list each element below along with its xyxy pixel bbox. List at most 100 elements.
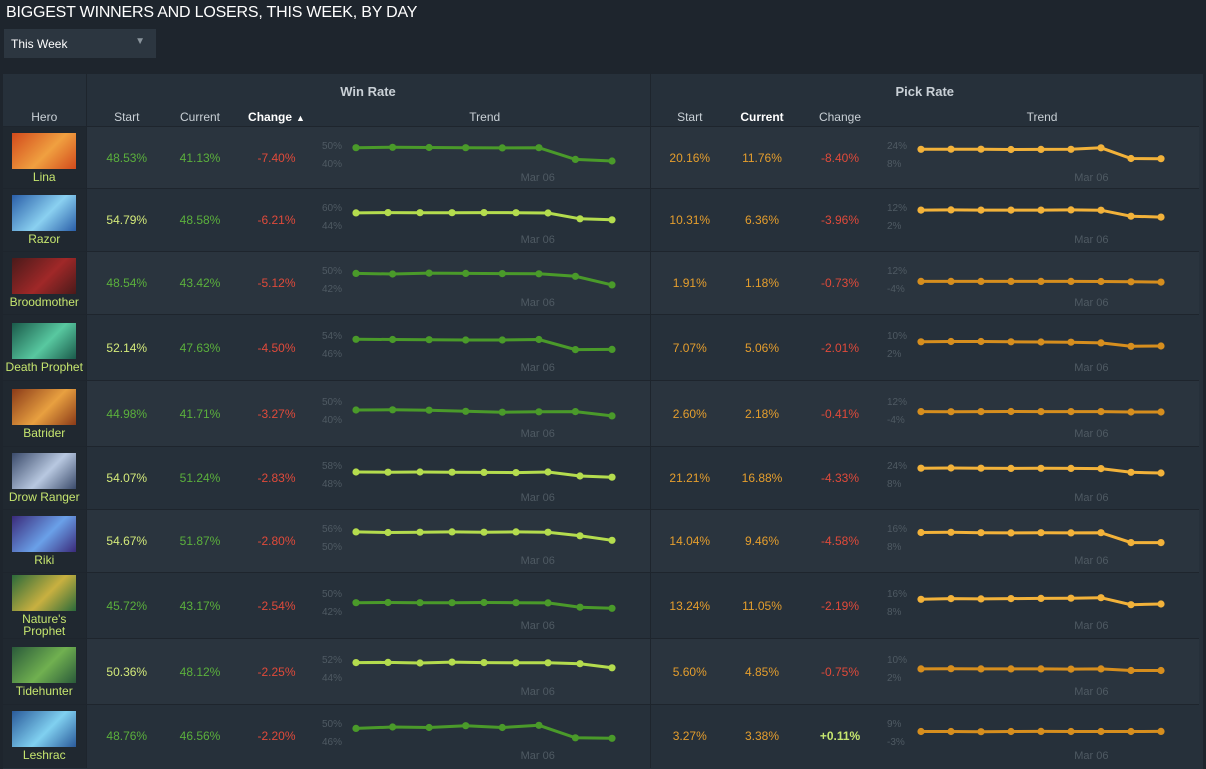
hero-link[interactable]: Razor bbox=[3, 195, 86, 245]
wr-trend-point[interactable] bbox=[480, 528, 488, 536]
hero-portrait[interactable] bbox=[12, 132, 77, 169]
hero-name[interactable]: Death Prophet bbox=[5, 359, 83, 374]
pr-trend-point[interactable] bbox=[1097, 593, 1105, 601]
col-header-hero[interactable]: Hero bbox=[3, 108, 87, 127]
hero-portrait[interactable] bbox=[12, 574, 77, 611]
hero-name[interactable]: Lina bbox=[32, 169, 56, 184]
pr-trend-point[interactable] bbox=[947, 337, 955, 345]
pr-trend-point[interactable] bbox=[1157, 599, 1165, 608]
pr-trend-point[interactable] bbox=[1067, 529, 1075, 537]
pr-trend-point[interactable] bbox=[1097, 206, 1105, 214]
hero-link[interactable]: Tidehunter bbox=[3, 646, 86, 697]
pr-trend-point[interactable] bbox=[977, 464, 985, 472]
table-row[interactable]: Tidehunter 50.36% 48.12% -2.25% 52% 44% Mar 06… bbox=[3, 638, 1200, 705]
wr-trend-point[interactable] bbox=[512, 658, 520, 666]
col-header-wr-start[interactable]: Start bbox=[114, 110, 140, 124]
wr-trend-point[interactable] bbox=[352, 143, 360, 151]
pr-trend-point[interactable] bbox=[947, 528, 955, 536]
pr-trend-point[interactable] bbox=[1037, 594, 1045, 602]
pr-trend-point[interactable] bbox=[947, 728, 955, 736]
pr-trend-point[interactable] bbox=[977, 145, 985, 153]
pr-trend-point[interactable] bbox=[1067, 464, 1075, 472]
wr-trend-point[interactable] bbox=[544, 658, 552, 666]
table-row[interactable]: Batrider 44.98% 41.71% -3.27% 50% 40% Mar 06 2.… bbox=[3, 380, 1200, 447]
pr-trend-point[interactable] bbox=[1127, 212, 1135, 220]
wr-trend-point[interactable] bbox=[498, 270, 506, 278]
hero-name[interactable]: Nature's Prophet bbox=[22, 611, 67, 638]
pr-trend-point[interactable] bbox=[1157, 666, 1165, 674]
pr-trend-point[interactable] bbox=[917, 728, 925, 736]
wr-trend-point[interactable] bbox=[384, 468, 392, 476]
wr-trend-point[interactable] bbox=[462, 722, 470, 730]
col-header-pr-change[interactable]: Change bbox=[818, 110, 862, 124]
pr-trend-point[interactable] bbox=[947, 464, 955, 472]
hero-portrait[interactable] bbox=[12, 322, 77, 359]
wr-trend-point[interactable] bbox=[535, 143, 543, 151]
wr-trend-point[interactable] bbox=[544, 209, 552, 217]
pr-trend-point[interactable] bbox=[1037, 337, 1045, 346]
wr-trend-point[interactable] bbox=[352, 209, 360, 217]
pr-trend-point[interactable] bbox=[1037, 464, 1045, 472]
wr-trend-point[interactable] bbox=[416, 209, 424, 217]
pr-trend-point[interactable] bbox=[1127, 154, 1135, 162]
pr-trend-point[interactable] bbox=[1007, 407, 1015, 415]
pr-trend-point[interactable] bbox=[917, 664, 925, 672]
pr-trend-point[interactable] bbox=[977, 728, 985, 736]
pr-trend-point[interactable] bbox=[947, 407, 955, 415]
pr-trend-point[interactable] bbox=[1007, 464, 1015, 472]
wr-trend-point[interactable] bbox=[448, 598, 456, 606]
hero-name[interactable]: Razor bbox=[28, 232, 61, 246]
pr-trend-point[interactable] bbox=[1037, 529, 1045, 537]
pr-trend-point[interactable] bbox=[947, 594, 955, 602]
pr-trend-point[interactable] bbox=[917, 277, 925, 285]
wr-trend-point[interactable] bbox=[416, 598, 424, 606]
wr-trend-point[interactable] bbox=[384, 658, 392, 666]
wr-trend-point[interactable] bbox=[352, 405, 360, 414]
wr-trend-point[interactable] bbox=[571, 155, 579, 163]
pr-trend-point[interactable] bbox=[1127, 666, 1135, 674]
pr-trend-point[interactable] bbox=[917, 337, 925, 345]
hero-portrait[interactable] bbox=[12, 388, 77, 425]
wr-trend-point[interactable] bbox=[352, 598, 360, 606]
wr-trend-point[interactable] bbox=[448, 658, 456, 666]
wr-trend-point[interactable] bbox=[576, 532, 584, 540]
wr-trend-point[interactable] bbox=[462, 269, 470, 277]
pr-trend-point[interactable] bbox=[1097, 407, 1105, 415]
pr-trend-point[interactable] bbox=[1097, 728, 1105, 736]
wr-trend-point[interactable] bbox=[352, 725, 360, 733]
wr-trend-point[interactable] bbox=[544, 598, 552, 606]
pr-trend-point[interactable] bbox=[1067, 338, 1075, 346]
table-row[interactable]: Razor 54.79% 48.58% -6.21% 60% 44% Mar 06 10.31… bbox=[3, 188, 1200, 252]
pr-trend-point[interactable] bbox=[1127, 342, 1135, 350]
pr-trend-point[interactable] bbox=[1067, 206, 1075, 214]
hero-link[interactable]: Leshrac bbox=[3, 711, 86, 761]
pr-trend-point[interactable] bbox=[977, 594, 985, 602]
wr-trend-point[interactable] bbox=[535, 721, 543, 730]
pr-trend-point[interactable] bbox=[1037, 206, 1045, 214]
hero-portrait[interactable] bbox=[12, 453, 77, 489]
wr-trend-point[interactable] bbox=[425, 143, 433, 151]
wr-trend-point[interactable] bbox=[389, 405, 397, 413]
wr-trend-point[interactable] bbox=[512, 528, 520, 536]
pr-trend-point[interactable] bbox=[1007, 277, 1015, 285]
pr-trend-point[interactable] bbox=[1157, 154, 1165, 162]
wr-trend-point[interactable] bbox=[608, 473, 616, 481]
table-row[interactable]: Nature's Prophet 45.72% 43.17% -2.54% 50% 42%… bbox=[3, 572, 1200, 639]
wr-trend-point[interactable] bbox=[498, 408, 506, 416]
hero-portrait[interactable] bbox=[12, 646, 77, 683]
col-header-pr-start[interactable]: Start bbox=[677, 110, 703, 124]
pr-trend-point[interactable] bbox=[1097, 338, 1105, 346]
wr-trend-point[interactable] bbox=[389, 143, 397, 151]
pr-trend-point[interactable] bbox=[917, 206, 925, 214]
pr-trend-point[interactable] bbox=[947, 206, 955, 214]
pr-trend-point[interactable] bbox=[977, 529, 985, 537]
pr-trend-point[interactable] bbox=[1157, 213, 1165, 221]
hero-name[interactable]: Broodmother bbox=[9, 295, 79, 309]
wr-trend-point[interactable] bbox=[425, 406, 433, 414]
hero-portrait[interactable] bbox=[12, 711, 77, 748]
pr-trend-point[interactable] bbox=[1067, 407, 1075, 415]
hero-link[interactable]: Death Prophet bbox=[3, 322, 86, 374]
wr-trend-point[interactable] bbox=[571, 345, 579, 353]
pr-trend-point[interactable] bbox=[1037, 664, 1045, 672]
wr-trend-point[interactable] bbox=[352, 269, 360, 277]
